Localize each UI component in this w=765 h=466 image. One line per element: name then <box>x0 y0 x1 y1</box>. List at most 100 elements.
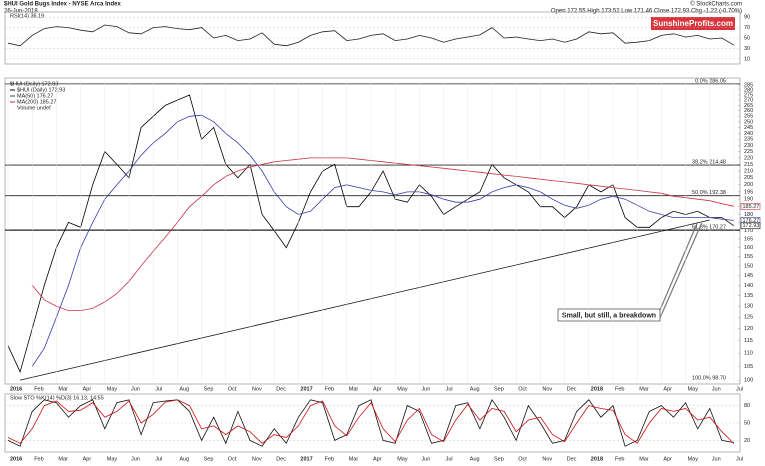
y-tick-label: 90 <box>744 15 750 21</box>
x-tick-label: Feb <box>615 386 624 392</box>
x-tick-label: 2018 <box>591 386 603 392</box>
x-tick-label: Apr <box>663 456 672 462</box>
y-tick-label: 10 <box>744 56 750 62</box>
panel-title: Slow STO %K(14) %D(3) 16.13, 14.55 <box>10 395 104 401</box>
y-tick-label: 220 <box>744 155 753 161</box>
y-tick-label: 125 <box>744 315 753 321</box>
x-tick-label: Jul <box>155 456 162 462</box>
x-tick-label: Apr <box>83 386 92 392</box>
y-tick-label: 30 <box>744 46 750 52</box>
annotation-arrow <box>659 221 699 311</box>
x-tick-label: 2018 <box>591 456 603 462</box>
x-tick-label: Mar <box>58 386 68 392</box>
x-tick-label: May <box>107 386 118 392</box>
y-tick-label: 140 <box>744 283 753 289</box>
y-tick-label: 70 <box>744 25 750 31</box>
y-tick-label: 195 <box>744 189 753 195</box>
x-tick-label: 2016 <box>10 456 22 462</box>
series-line <box>7 399 735 444</box>
x-tick-label: Jun <box>131 456 140 462</box>
x-tick-label: Oct <box>518 456 527 462</box>
x-tick-label: Nov <box>252 456 262 462</box>
x-tick-label: Mar <box>639 456 649 462</box>
x-tick-label: Sep <box>204 386 214 392</box>
y-tick-label: 105 <box>744 364 753 370</box>
series-line <box>31 157 735 311</box>
legend-label: Volume undef <box>17 105 51 111</box>
x-tick-label: May <box>397 386 408 392</box>
y-tick-label: 240 <box>744 131 753 137</box>
price-panel <box>4 77 741 385</box>
price-tag-label: 176.27 <box>743 218 760 224</box>
x-tick-label: Jul <box>155 386 162 392</box>
x-tick-label: Oct <box>518 386 527 392</box>
x-tick-label: Jun <box>421 456 430 462</box>
y-tick-label: 155 <box>744 254 753 260</box>
y-tick-label: 100 <box>744 378 753 384</box>
y-tick-label: 215 <box>744 162 753 168</box>
x-tick-label: Jul <box>446 386 453 392</box>
x-tick-label: Feb <box>34 386 43 392</box>
x-tick-label: Feb <box>615 456 624 462</box>
x-tick-label: Aug <box>470 456 480 462</box>
x-tick-label: Nov <box>542 386 552 392</box>
legend-label: MA(200) 185.27 <box>17 99 56 105</box>
x-tick-label: Nov <box>542 456 552 462</box>
y-tick-label: 20 <box>744 438 750 444</box>
y-tick-label: 275 <box>744 92 753 98</box>
fib-label: 38.2% 214.48 <box>692 159 726 165</box>
x-tick-label: Aug <box>179 456 189 462</box>
y-tick-label: 245 <box>744 125 753 131</box>
legend-label: $HUI (Daily) 172.93 <box>17 87 65 93</box>
panel-title: RSI(14) 36.19 <box>10 13 44 19</box>
x-tick-label: Mar <box>349 386 359 392</box>
legend-label: MA(50) 176.27 <box>17 93 53 99</box>
y-tick-label: 180 <box>744 212 753 218</box>
y-tick-label: 130 <box>744 304 753 310</box>
x-tick-label: Sep <box>494 386 504 392</box>
fib-label: 61.8% 170.27 <box>692 225 726 231</box>
annotation-arrow <box>659 222 703 319</box>
y-tick-label: 250 <box>744 119 753 125</box>
panel-title: $HUI (Daily) 172.93 <box>10 81 58 87</box>
x-tick-label: Sep <box>204 456 214 462</box>
price-tag <box>740 222 761 230</box>
x-tick-label: May <box>107 456 118 462</box>
y-tick-label: 135 <box>744 293 753 299</box>
x-tick-label: Dec <box>276 456 286 462</box>
price-tag <box>740 203 761 210</box>
x-tick-label: May <box>688 386 699 392</box>
chart-title: $HUI Gold Bugs Index - NYSE Arca Index <box>4 2 121 8</box>
x-tick-label: Jul <box>446 456 453 462</box>
x-tick-label: Jul <box>736 456 743 462</box>
x-tick-label: Dec <box>276 386 286 392</box>
x-tick-label: Nov <box>252 386 262 392</box>
x-tick-label: May <box>397 456 408 462</box>
y-tick-label: 255 <box>744 114 753 120</box>
y-tick-label: 285 <box>744 82 753 88</box>
y-tick-label: 160 <box>744 245 753 251</box>
series-line <box>7 398 735 447</box>
x-tick-label: Jun <box>712 386 721 392</box>
y-tick-label: 190 <box>744 197 753 203</box>
y-tick-label: 150 <box>744 263 753 269</box>
series-line <box>7 24 735 47</box>
x-tick-label: Dec <box>567 386 577 392</box>
y-tick-label: 210 <box>744 168 753 174</box>
x-tick-label: Mar <box>58 456 68 462</box>
y-tick-label: 110 <box>744 351 753 357</box>
fib-label: 50.0% 192.38 <box>692 190 726 196</box>
x-tick-label: Apr <box>373 456 382 462</box>
annotation: Small, but still, a breakdown <box>562 312 656 319</box>
credit: © StockCharts.com <box>690 1 742 8</box>
y-tick-label: 120 <box>744 326 753 332</box>
fib-label: 100.0% 98.70 <box>692 375 726 381</box>
x-tick-label: 2017 <box>300 456 312 462</box>
logo: SunshineProfits.com <box>653 19 733 28</box>
price-tag-label: 172.93 <box>743 223 760 229</box>
series-line <box>31 114 735 367</box>
quote: Open 172.55 High 173.52 Low 171.46 Close… <box>551 9 742 15</box>
x-tick-label: Feb <box>34 456 43 462</box>
